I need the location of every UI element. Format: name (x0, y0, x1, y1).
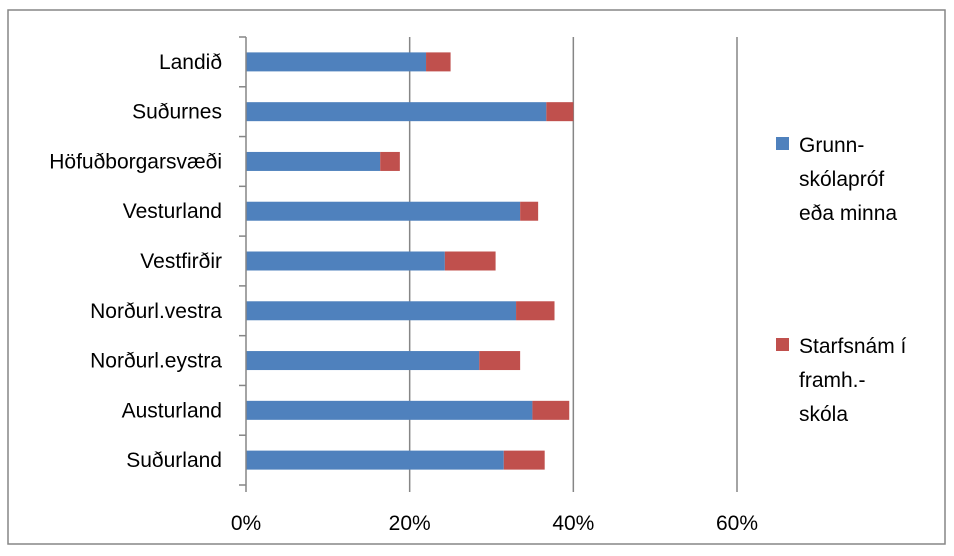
legend-swatch-series-2 (776, 338, 789, 351)
bar-su-urland-series-1 (246, 450, 504, 470)
x-tick-label: 60% (716, 512, 758, 535)
legend-label-series-2: Starfsnám í (799, 335, 907, 358)
category-label-su-urnes: Suðurnes (132, 101, 222, 124)
bar-su-urland-series-2 (503, 450, 545, 470)
bar-austurland-series-1 (246, 400, 533, 420)
legend-swatch-series-1 (776, 137, 789, 150)
bar-vesturland-series-2 (520, 201, 539, 221)
tick-labels: Landið Suðurnes Höfuðborgarsvæði Vesturland… (49, 51, 758, 535)
bar-vestfir-ir-series-2 (444, 251, 496, 271)
category-label-vesturland: Vesturland (123, 200, 222, 223)
x-tick-label: 0% (231, 512, 261, 535)
bar-landi-series-2 (426, 52, 451, 72)
bar-nor-url-vestra-series-1 (246, 301, 517, 321)
legend-label-series-2: skóla (799, 403, 848, 426)
bar-nor-url-eystra-series-2 (479, 351, 521, 371)
bar-hofu-borgarsv-i-series-2 (380, 151, 400, 171)
bar-vestfir-ir-series-1 (246, 251, 445, 271)
bar-austurland-series-2 (532, 400, 570, 420)
category-label-hofu-borgarsv-i: Höfuðborgarsvæði (49, 150, 222, 173)
legend: Grunn-skólapróf eða minna Starfsnám í framh… (776, 134, 907, 426)
bar-nor-url-eystra-series-1 (246, 351, 480, 371)
bars (246, 52, 574, 470)
axes (239, 36, 738, 492)
category-label-vestfir-ir: Vestfirðir (140, 250, 222, 273)
legend-label-series-1: skólapróf (799, 168, 884, 191)
category-label-nor-url-eystra: Norðurl.eystra (90, 350, 222, 373)
bar-landi-series-1 (246, 52, 427, 72)
bar-nor-url-vestra-series-2 (516, 301, 555, 321)
category-label-austurland: Austurland (122, 399, 222, 422)
category-label-su-urland: Suðurland (126, 449, 222, 472)
bar-su-urnes-series-1 (246, 102, 547, 122)
x-tick-label: 40% (552, 512, 594, 535)
legend-label-series-2: framh.- (799, 369, 866, 392)
legend-label-series-1: Grunn- (799, 134, 864, 157)
bar-su-urnes-series-2 (546, 102, 574, 122)
legend-label-series-1: eða minna (799, 202, 897, 225)
category-label-nor-url-vestra: Norðurl.vestra (90, 300, 222, 323)
bar-vesturland-series-1 (246, 201, 521, 221)
x-tick-label: 20% (389, 512, 431, 535)
bar-hofu-borgarsv-i-series-1 (246, 151, 381, 171)
category-label-landi: Landið (159, 51, 222, 74)
